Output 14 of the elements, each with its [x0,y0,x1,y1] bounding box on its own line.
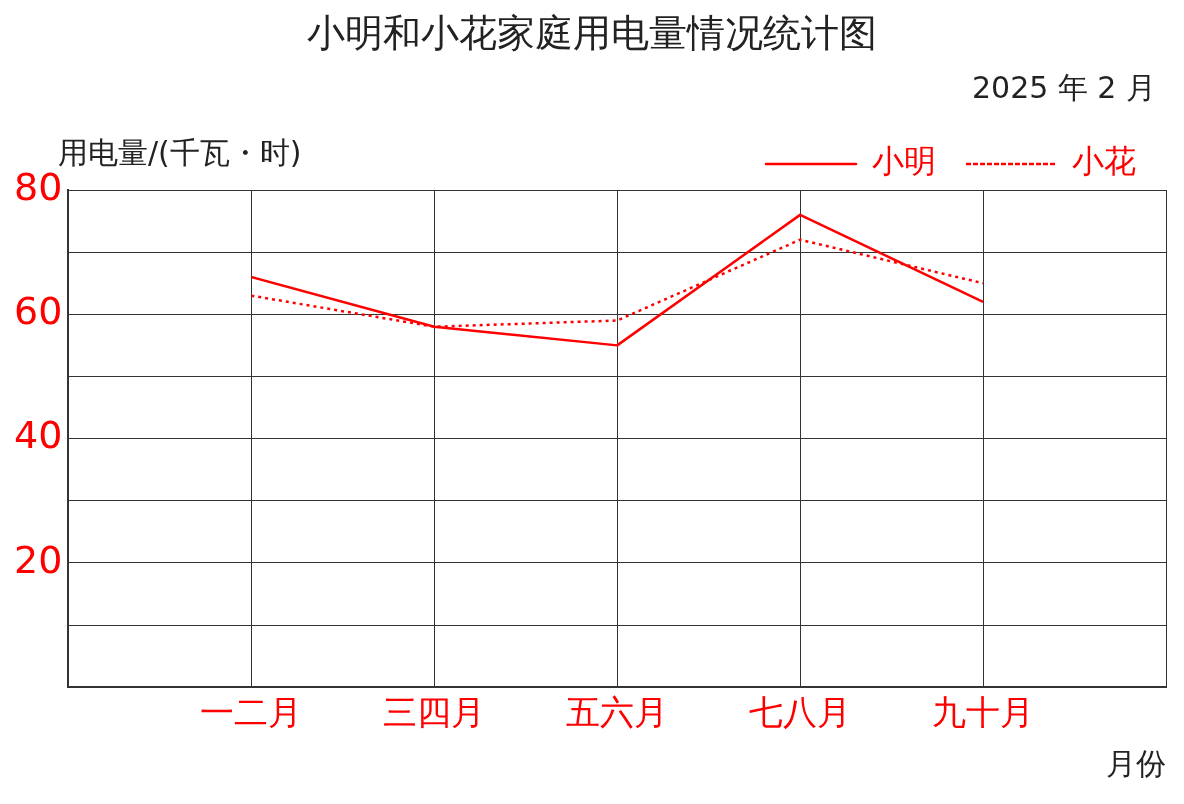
x-tick-label: 五六月 [566,692,669,733]
x-tick-label: 七八月 [749,692,852,733]
y-tick-label: 40 [13,413,63,458]
x-tick-label: 一二月 [200,692,303,733]
y-tick-label: 60 [13,289,63,334]
y-tick-label: 20 [13,537,63,582]
chart-subtitle: 2025 年 2 月 [970,69,1157,107]
x-tick-label: 三四月 [383,692,486,733]
legend-label: 小明 [872,142,936,181]
legend-label: 小花 [1072,142,1136,181]
x-axis-title: 月份 [1106,745,1166,781]
chart-title: 小明和小花家庭用电量情况统计图 [306,10,878,57]
y-axis-title: 用电量/(千瓦・时) [58,134,302,172]
x-tick-label: 九十月 [932,692,1035,733]
